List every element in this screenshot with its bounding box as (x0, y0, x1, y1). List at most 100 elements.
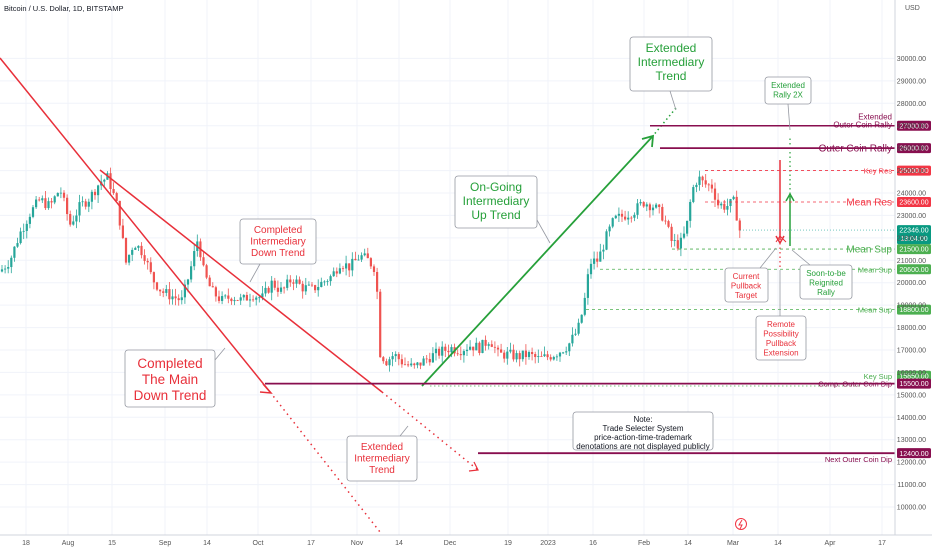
time-tick-label: Dec (444, 540, 457, 547)
level-price-tag (897, 120, 931, 131)
candle-body (38, 199, 41, 201)
time-tick-label: Apr (825, 540, 837, 547)
callout-pointer (759, 247, 777, 269)
candle-body (450, 347, 453, 353)
candle-body (298, 279, 301, 284)
candle-body (562, 352, 565, 354)
candle-body (648, 204, 651, 211)
candle-body (586, 274, 589, 298)
candle-body (701, 176, 704, 181)
candle-body (670, 226, 673, 241)
candle-body (7, 267, 10, 269)
callout-box (755, 315, 807, 361)
note-box (572, 411, 714, 451)
candle-body (236, 300, 239, 301)
callout-pointer (791, 249, 811, 266)
candle-body (78, 202, 81, 216)
callout-box (124, 349, 216, 408)
candle-body (397, 354, 400, 360)
candle-body (568, 343, 571, 352)
trendlines (0, 57, 862, 533)
level-price-tag (897, 165, 931, 176)
candle-body (379, 291, 382, 358)
candle-body (16, 243, 19, 247)
candle-body (400, 359, 403, 365)
note-text: Note: Trade Selecter System price-action-t… (576, 415, 709, 451)
candle-body (493, 346, 496, 348)
time-tick-label: 17 (307, 540, 315, 547)
main-downtrend-line (0, 57, 271, 393)
candle-body (726, 206, 729, 210)
level-price-tag (897, 304, 931, 315)
candle-body (131, 249, 134, 255)
candle-body (444, 346, 447, 351)
candle-body (341, 268, 345, 270)
candle-body (93, 191, 97, 196)
candle-body (698, 176, 701, 185)
completed-main-down-label: Completed The Main Down Trend (134, 356, 207, 403)
level-price-tag-text: 18800.00 (899, 307, 928, 314)
price-tick-label: 14000.00 (897, 415, 926, 422)
candle-body (695, 184, 698, 188)
callout-pointer (536, 219, 551, 244)
level-price-tag-text: 15500.00 (899, 381, 928, 388)
candle-body (286, 279, 289, 288)
candle-body (574, 333, 577, 335)
candle-body (627, 217, 630, 220)
candle-body (289, 279, 292, 283)
candle-body (689, 201, 692, 221)
candle-body (555, 356, 558, 358)
candle-body (391, 356, 394, 360)
candle-body (487, 344, 490, 346)
time-axis[interactable]: 18 Aug 15 Sep 14 Oct 17 Nov 14 Dec 19 2023 16 Feb 14 Ma… (0, 518, 932, 548)
level-price-tag-text: 20600.00 (899, 267, 928, 274)
candle-body (512, 349, 515, 360)
time-tick-label: Sep (159, 540, 172, 547)
candle-body (69, 214, 72, 225)
intermediary-uptrend-line (421, 136, 653, 387)
candle-body (524, 350, 527, 358)
level-price-tag-text: 12400.00 (899, 451, 928, 458)
candle-body (224, 295, 227, 297)
price-tick-label: 24000.00 (897, 191, 926, 198)
intermediary-downtrend-extension (381, 391, 479, 471)
candle-body (571, 334, 574, 344)
price-axis[interactable]: 10000.00 11000.00 12000.00 13000.00 14000.00… (894, 0, 926, 535)
time-tick-label: 2023 (540, 540, 556, 547)
candle-body (478, 342, 481, 354)
candle-body (59, 192, 62, 194)
candle-body (146, 260, 149, 263)
level-label: Mean Sup (858, 306, 892, 315)
callout-box (454, 175, 538, 229)
candle-body (633, 214, 636, 218)
candle-body (137, 245, 140, 248)
callout-pointer (787, 103, 791, 131)
candle-body (509, 349, 512, 352)
remote-possibility-label: Remote Possibility Pullback Extension (763, 320, 799, 358)
candle-body (140, 245, 143, 256)
candle-body (310, 284, 314, 286)
candle-body (230, 298, 233, 302)
candle-body (484, 339, 487, 346)
candle-body (186, 279, 190, 285)
candle-body (403, 364, 407, 366)
candle-body (149, 262, 152, 273)
candle-body (214, 287, 217, 297)
level-label: Next Outer Coin Dip (825, 455, 892, 464)
price-tick-label: 30000.00 (897, 56, 926, 63)
candle-body (112, 189, 115, 194)
candle-body (292, 282, 295, 284)
level-label: Key Sup (864, 372, 892, 381)
candle-body (710, 184, 713, 189)
level-label: Outer Coin Rally (819, 144, 892, 155)
time-tick-label: Nov (351, 540, 364, 547)
candle-body (434, 348, 438, 354)
candle-body (407, 364, 410, 366)
candle-body (205, 265, 208, 278)
candle-body (44, 198, 47, 209)
candle-body (676, 240, 679, 249)
candle-body (348, 263, 351, 271)
lightning-icon (738, 519, 743, 530)
last-price-tag (897, 225, 931, 245)
